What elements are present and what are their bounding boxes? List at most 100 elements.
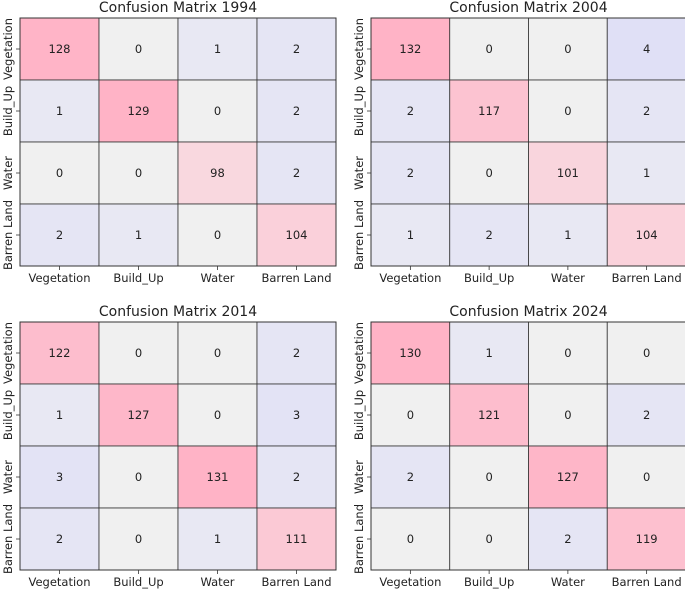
cell-value-label: 101 xyxy=(557,166,579,180)
heatmap-cell xyxy=(98,17,179,81)
cell-value-label: 2 xyxy=(293,42,300,56)
cell-value-label: 131 xyxy=(207,470,229,484)
heatmap-cell xyxy=(370,17,451,81)
y-tick-label: Vegetation xyxy=(1,18,15,80)
matrix-panel-2: Confusion Matrix 2004 132 0 0 4 2 117 0 2 2 0 101 1 1… xyxy=(352,0,685,285)
matrix-border xyxy=(19,321,337,571)
x-tick-label: Build_Up xyxy=(113,271,163,285)
cell-value-label: 2 xyxy=(407,470,414,484)
cell-value-label: 1 xyxy=(214,532,221,546)
matrix-title: Confusion Matrix 2024 xyxy=(449,304,607,320)
cell-value-label: 0 xyxy=(214,104,221,118)
cell-value-label: 2 xyxy=(564,532,571,546)
heatmap-cell xyxy=(98,321,179,385)
cell-value-label: 2 xyxy=(643,104,650,118)
x-tick-label: Water xyxy=(201,575,235,589)
heatmap-cell xyxy=(256,17,337,81)
heatmap-cell xyxy=(19,203,100,267)
y-tick-label: Water xyxy=(352,156,366,190)
cell-value-label: 127 xyxy=(128,408,150,422)
matrix-panel-4: Confusion Matrix 2024 130 1 0 0 0 121 0 2 2 0 127 0 0… xyxy=(352,304,685,589)
cell-value-label: 0 xyxy=(135,470,142,484)
heatmap-cell xyxy=(98,383,179,447)
y-tick-label: Barren Land xyxy=(352,200,366,270)
heatmap-cell xyxy=(606,141,685,205)
y-tick-label: Barren Land xyxy=(1,200,15,270)
cell-value-label: 130 xyxy=(399,346,421,360)
x-tick-label: Barren Land xyxy=(262,575,332,589)
matrix-panel-1: Confusion Matrix 1994 128 0 1 2 1 129 0 2 0 0 98 2 2 1… xyxy=(1,0,337,285)
heatmap-cell xyxy=(19,507,100,571)
heatmap-cell xyxy=(256,141,337,205)
cell-value-label: 0 xyxy=(214,346,221,360)
cell-value-label: 2 xyxy=(56,228,63,242)
cell-value-label: 2 xyxy=(485,228,492,242)
heatmap-cell xyxy=(98,507,179,571)
cell-value-label: 2 xyxy=(407,104,414,118)
heatmap-cell xyxy=(256,507,337,571)
matrix-title: Confusion Matrix 2014 xyxy=(99,304,257,320)
heatmap-cell xyxy=(98,445,179,509)
cell-value-label: 0 xyxy=(564,408,571,422)
heatmap-cell xyxy=(256,383,337,447)
heatmap-cell xyxy=(256,445,337,509)
heatmap-cell xyxy=(606,17,685,81)
cell-value-label: 104 xyxy=(636,228,658,242)
cell-value-label: 117 xyxy=(478,104,500,118)
y-tick-label: Water xyxy=(1,460,15,494)
matrix-panel-3: Confusion Matrix 2014 122 0 0 2 1 127 0 3 3 0 131 2 2… xyxy=(1,304,337,589)
heatmap-cell xyxy=(19,17,100,81)
y-tick-label: Barren Land xyxy=(352,504,366,574)
heatmap-cell xyxy=(256,203,337,267)
cell-value-label: 1 xyxy=(485,346,492,360)
heatmap-cell xyxy=(19,79,100,143)
y-tick-label: Barren Land xyxy=(1,504,15,574)
cell-value-label: 0 xyxy=(564,346,571,360)
heatmap-cell xyxy=(606,203,685,267)
y-tick-label: Build_Up xyxy=(352,86,366,136)
cell-value-label: 0 xyxy=(407,408,414,422)
cell-value-label: 0 xyxy=(214,408,221,422)
cell-value-label: 1 xyxy=(56,104,63,118)
cell-value-label: 2 xyxy=(407,166,414,180)
heatmap-cell xyxy=(606,445,685,509)
cell-value-label: 122 xyxy=(49,346,71,360)
y-tick-label: Vegetation xyxy=(352,322,366,384)
heatmap-cell xyxy=(98,203,179,267)
heatmap-cell xyxy=(449,203,529,267)
x-tick-label: Barren Land xyxy=(612,271,682,285)
cell-value-label: 0 xyxy=(643,346,650,360)
cell-value-label: 119 xyxy=(636,532,658,546)
y-tick-label: Build_Up xyxy=(1,86,15,136)
cell-value-label: 0 xyxy=(135,42,142,56)
heatmap-cell xyxy=(606,79,685,143)
heatmap-cell xyxy=(177,445,258,509)
heatmap-cell xyxy=(528,507,608,571)
y-tick-label: Water xyxy=(1,156,15,190)
y-tick-label: Build_Up xyxy=(1,390,15,440)
cell-value-label: 0 xyxy=(135,532,142,546)
cell-value-label: 1 xyxy=(56,408,63,422)
heatmap-cell xyxy=(19,445,100,509)
x-tick-label: Build_Up xyxy=(113,575,163,589)
heatmap-cell xyxy=(98,79,179,143)
x-tick-label: Vegetation xyxy=(379,271,441,285)
cell-value-label: 0 xyxy=(485,42,492,56)
x-tick-label: Build_Up xyxy=(464,575,514,589)
cell-value-label: 3 xyxy=(56,470,63,484)
heatmap-cell xyxy=(606,383,685,447)
cell-value-label: 2 xyxy=(56,532,63,546)
cell-value-label: 2 xyxy=(293,166,300,180)
y-tick-label: Vegetation xyxy=(1,322,15,384)
heatmap-cell xyxy=(606,507,685,571)
heatmap-cell xyxy=(449,17,529,81)
cell-value-label: 1 xyxy=(407,228,414,242)
heatmap-cell xyxy=(528,141,608,205)
cell-value-label: 2 xyxy=(293,346,300,360)
cell-value-label: 1 xyxy=(564,228,571,242)
heatmap-cell xyxy=(98,141,179,205)
cell-value-label: 2 xyxy=(293,470,300,484)
x-tick-label: Water xyxy=(551,271,585,285)
x-tick-label: Build_Up xyxy=(464,271,514,285)
